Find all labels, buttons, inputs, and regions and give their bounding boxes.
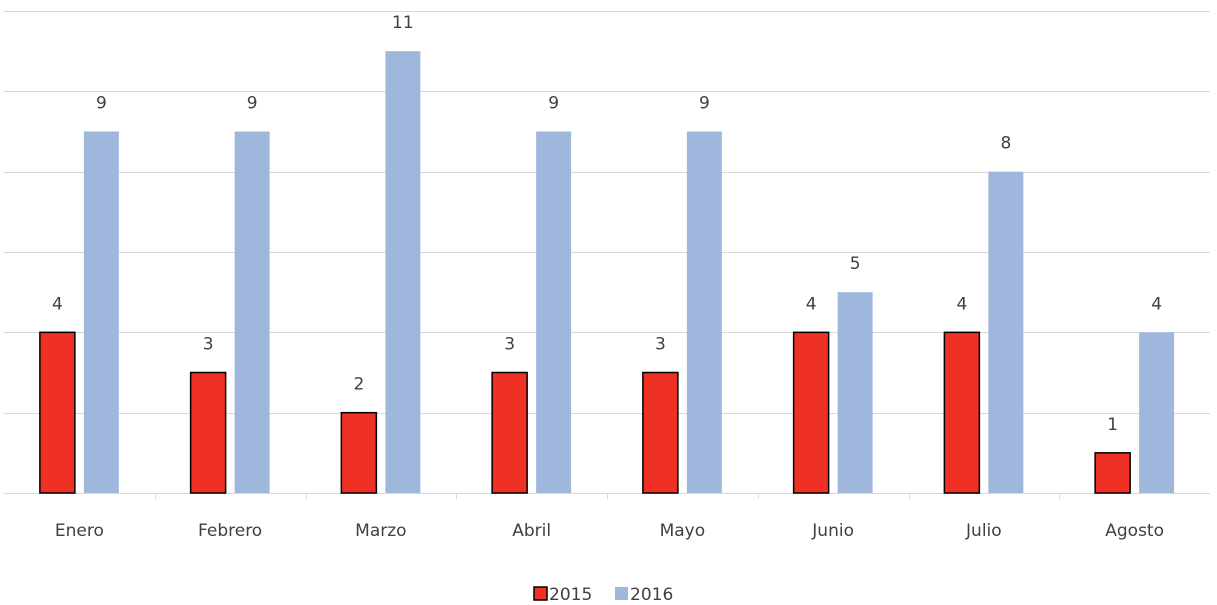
legend-swatch (533, 586, 548, 601)
bar (83, 131, 119, 493)
data-label: 4 (956, 294, 967, 314)
data-label: 3 (504, 335, 515, 355)
legend-label: 2015 (549, 585, 592, 605)
legend-swatch (615, 587, 628, 600)
bar (385, 51, 421, 494)
bar (988, 171, 1024, 493)
data-label: 9 (548, 94, 559, 114)
data-label: 1 (1107, 415, 1118, 435)
x-tick-label: Julio (965, 521, 1002, 541)
data-label: 5 (850, 254, 861, 274)
legend-label: 2016 (630, 585, 673, 605)
bar (792, 331, 830, 494)
bar (686, 131, 722, 493)
bar (1094, 452, 1131, 494)
x-tick-label: Mayo (660, 521, 706, 541)
data-label: 3 (203, 335, 214, 355)
bar (340, 411, 378, 494)
data-label: 9 (96, 94, 107, 114)
data-label: 2 (353, 375, 364, 395)
bar (189, 371, 227, 494)
data-label: 8 (1000, 134, 1011, 154)
x-tick-label: Abril (512, 521, 551, 541)
bar (39, 331, 76, 494)
x-tick-label: Febrero (198, 521, 262, 541)
bar (837, 292, 873, 493)
bar (642, 371, 679, 494)
x-tick-label: Enero (55, 521, 104, 541)
data-label: 4 (1151, 294, 1162, 314)
bar (943, 331, 981, 494)
data-label: 9 (699, 94, 710, 114)
bar (234, 131, 270, 493)
data-label: 4 (52, 294, 63, 314)
data-label: 4 (806, 294, 817, 314)
bar (536, 131, 572, 493)
data-label: 3 (655, 335, 666, 355)
x-tick-label: Junio (811, 521, 854, 541)
x-tick-label: Marzo (355, 521, 406, 541)
bar (1139, 332, 1175, 493)
bar (491, 371, 528, 494)
data-label: 9 (247, 94, 258, 114)
data-label: 11 (392, 13, 414, 33)
x-tick-label: Agosto (1105, 521, 1164, 541)
